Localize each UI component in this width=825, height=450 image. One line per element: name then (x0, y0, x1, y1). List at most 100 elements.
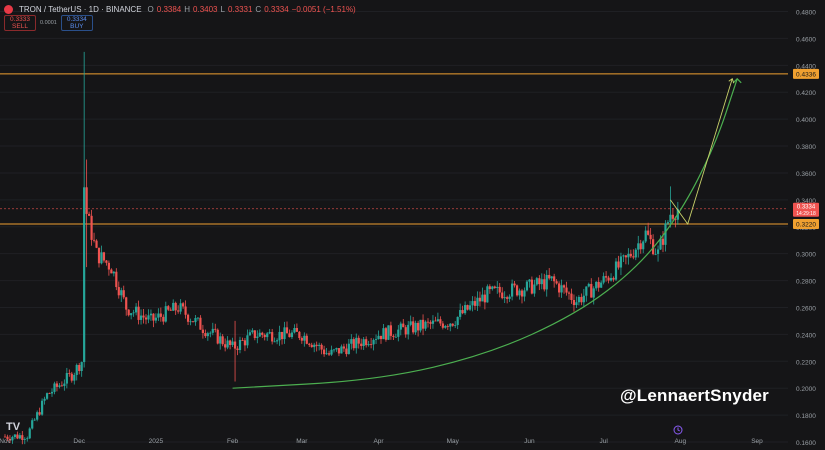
candle-body (147, 315, 150, 320)
price-axis[interactable]: 0.4800 0.4600 0.4400 0.4200 0.4000 0.3800 0.36… (788, 0, 825, 450)
candle-body (666, 222, 670, 224)
candle-body (629, 253, 632, 257)
price-tick-label: 0.2800 (796, 279, 816, 286)
candle-body (266, 333, 269, 338)
candle-body (357, 337, 360, 344)
candle-body (671, 214, 674, 219)
author-watermark: @LennaertSnyder (620, 386, 770, 405)
price-tick-label: 0.2000 (796, 386, 816, 393)
drawing-overlays (232, 77, 742, 389)
candle-body (112, 271, 115, 274)
candle-body (236, 348, 239, 351)
candle-body (90, 215, 93, 240)
candle-body (276, 340, 279, 342)
candle-body (513, 283, 516, 286)
candle-body (189, 321, 192, 323)
candle-body (152, 313, 155, 321)
candle-body (201, 329, 204, 334)
candle-body (196, 317, 200, 319)
candle-body (263, 334, 266, 338)
candle-body (647, 230, 650, 235)
time-tick-label: Apr (373, 438, 384, 445)
candle-body (135, 306, 138, 313)
current-price-countdown: 14:29:18 (796, 211, 816, 217)
candle-body (68, 373, 71, 374)
candle-body (137, 306, 140, 320)
candle-body (246, 335, 249, 346)
candle-body (585, 286, 588, 296)
candle-body (399, 323, 402, 330)
candle-body (644, 230, 647, 242)
candle-body (115, 271, 118, 288)
candle-body (243, 340, 247, 346)
candle-body (550, 276, 553, 279)
tradingview-logo-icon[interactable]: TV (6, 421, 21, 433)
candle-body (65, 373, 68, 384)
candle-body (637, 243, 640, 250)
candle-body (48, 393, 51, 394)
candle-body (60, 385, 63, 387)
candle-body (466, 305, 469, 310)
price-tick-label: 0.2400 (796, 332, 816, 339)
candle-body (283, 327, 286, 340)
candle-body (419, 319, 422, 331)
candle-body (224, 344, 227, 348)
candle-body (607, 277, 610, 281)
candle-body (253, 330, 256, 339)
candle-body (478, 297, 482, 302)
ohlc-open-key: O (147, 4, 154, 14)
candle-body (144, 317, 148, 320)
candle-body (320, 344, 323, 350)
candle-body (473, 301, 477, 306)
candle-body (273, 341, 276, 343)
ohlc-close-key: C (255, 4, 262, 14)
candle-body (174, 302, 177, 311)
candle-body (3, 436, 7, 438)
candle-body (553, 276, 556, 282)
candle-body (117, 287, 120, 296)
candle-body (560, 285, 563, 293)
candle-body (397, 329, 400, 337)
replay-clock-icon[interactable] (673, 425, 683, 435)
time-tick-label: 2025 (149, 438, 164, 445)
candle-body (459, 310, 462, 317)
buy-button[interactable]: 0.3334 BUY (60, 15, 93, 31)
curve-arrowhead (732, 77, 742, 84)
parabolic-curve (232, 78, 738, 389)
candle-body (515, 285, 519, 296)
sell-label: SELL (12, 23, 28, 30)
time-tick-label: Feb (227, 438, 239, 445)
buy-label: BUY (70, 23, 84, 30)
candle-body (310, 344, 313, 348)
candle-body (612, 277, 615, 280)
projection-path (670, 78, 733, 226)
candle-body (219, 336, 222, 344)
candle-body (21, 435, 24, 440)
candle-body (471, 301, 474, 306)
candle-body (209, 332, 212, 334)
candle-body (468, 305, 472, 310)
candle-body (355, 337, 358, 349)
candle-body (28, 428, 31, 439)
candle-body (617, 261, 620, 268)
candle-body (177, 310, 180, 312)
ohlc-low-key: L (220, 4, 225, 14)
sell-button[interactable]: 0.3333 SELL (4, 15, 36, 31)
candle-body (238, 339, 242, 351)
candle-body (288, 333, 291, 338)
candle-body (595, 281, 598, 289)
candle-body (533, 284, 536, 294)
candle-body (120, 290, 123, 296)
time-axis[interactable]: Nov Dec 2025 Feb Mar Apr May Jun Jul Aug Sep (0, 438, 763, 445)
price-tick-label: 0.3800 (796, 144, 816, 151)
candle-body (543, 279, 546, 290)
candle-body (139, 315, 143, 320)
candle-body (278, 331, 281, 341)
candle-body (404, 327, 407, 335)
candle-body (365, 339, 368, 346)
candle-body (587, 283, 590, 287)
symbol-title[interactable]: TRON / TetherUS · 1D · BINANCE (19, 4, 142, 14)
candle-body (127, 309, 130, 316)
tron-logo-icon (4, 4, 13, 14)
